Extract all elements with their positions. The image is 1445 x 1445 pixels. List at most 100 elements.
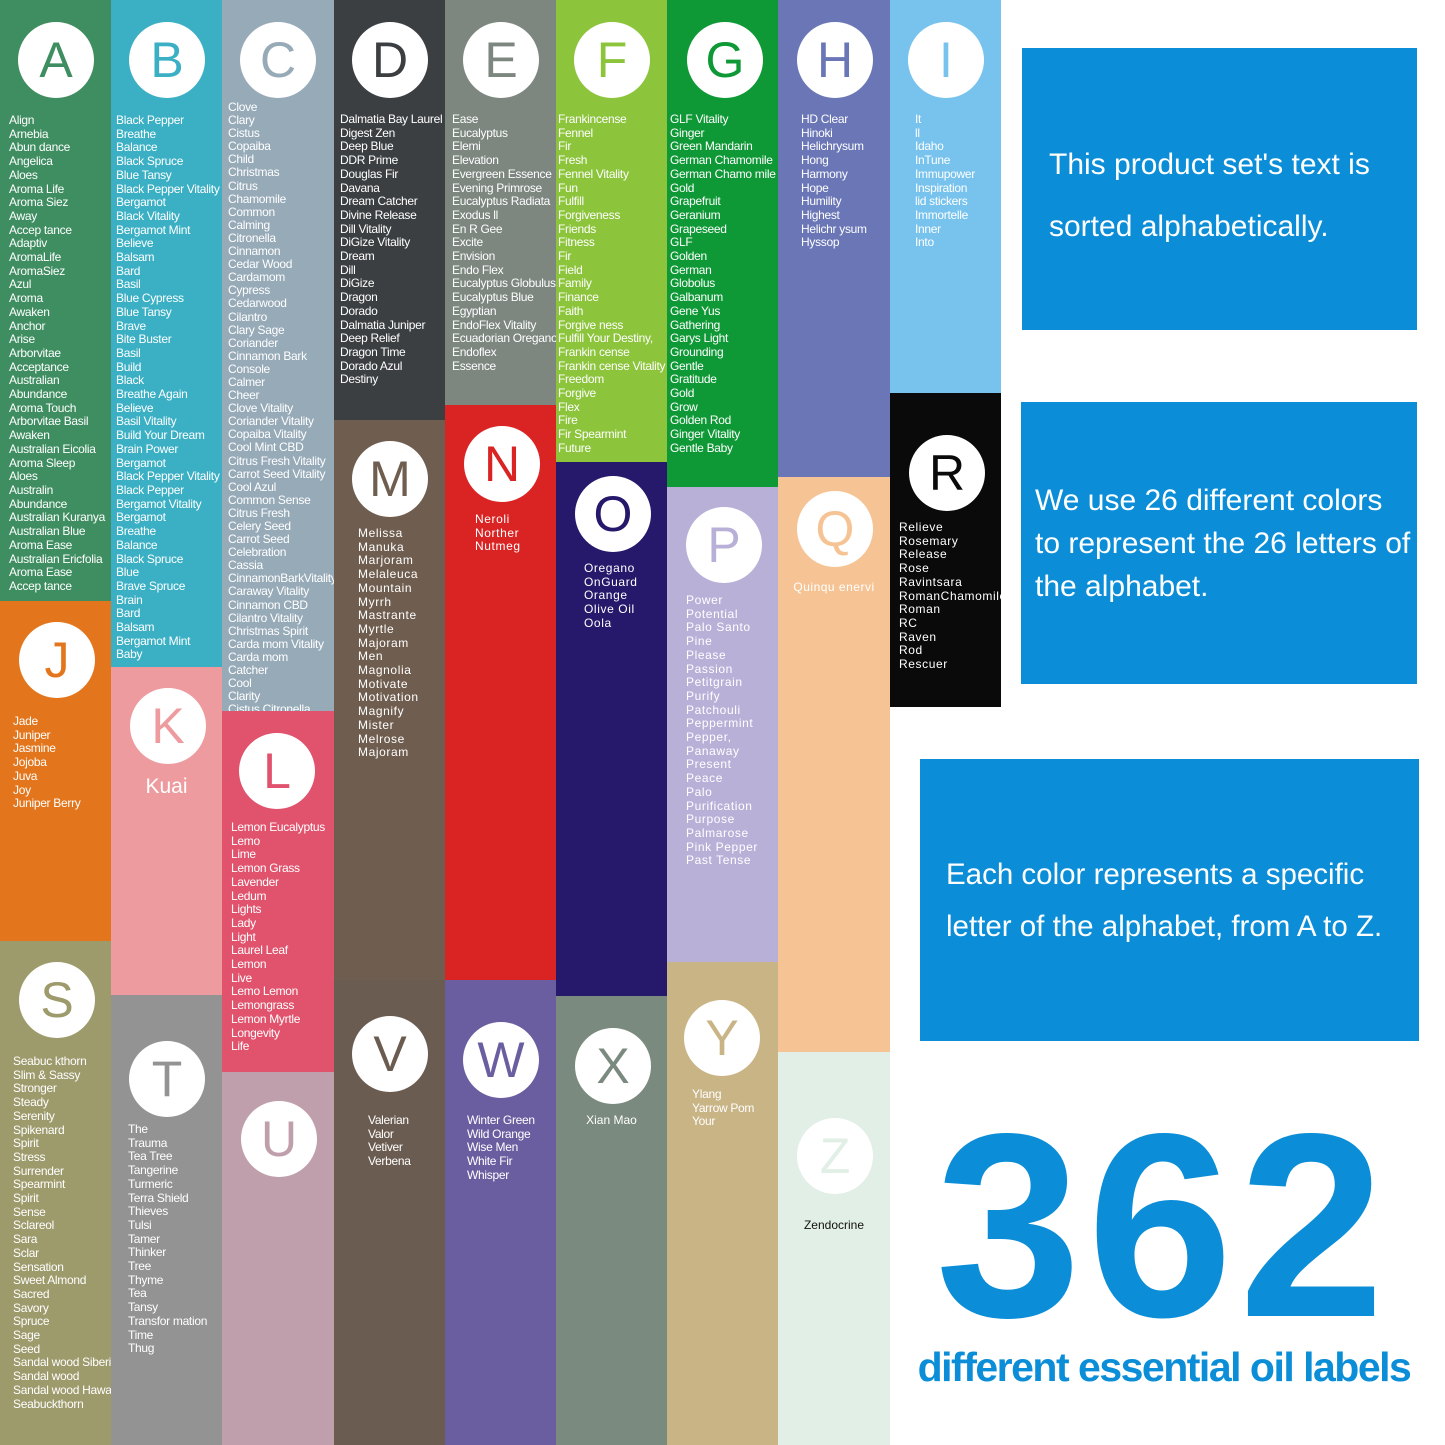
oil-label: Ease [452,112,479,126]
oil-label: Cinnamon Bark [228,348,307,363]
oil-label: Tree [128,1259,152,1274]
letter-z-badge: Z [797,1118,873,1194]
oil-label: Hong [801,153,829,168]
oil-label: Arnebia [9,126,49,141]
column-f: F Frankincense Fennel Fir Fresh Fennel Vital… [556,0,667,462]
letter-i-list: It ll Idaho InTune Immupower Inspiration lid s… [915,112,975,250]
oil-label: Douglas Fir [340,166,399,181]
oil-label: GLF Vitality [670,112,729,126]
oil-label: Deep Relief [340,331,400,346]
oil-label: Frankin cense [558,344,630,359]
oil-label: Winter Green [467,1113,535,1127]
oil-label: Olive Oil [584,602,635,617]
oil-label: Bite Buster [116,332,172,347]
letter-c-badge: C [240,22,316,98]
oil-label: Valerian [368,1113,409,1127]
oil-label: Thinker [128,1245,166,1260]
oil-label: Dill Vitality [340,221,392,236]
column-h: H HD Clear Hinoki Helichrysum Hong Harmony Ho… [778,0,890,477]
oil-label: Bard [116,263,141,278]
oil-label: Hyssop [801,235,840,250]
oil-label: Laurel Leaf [231,943,288,958]
oil-label: Copaiba [228,139,271,154]
letter-v-badge: V [352,1016,428,1092]
oil-label: German [670,262,712,277]
column-l: L Lemon Eucalyptus Lemo Lime Lemon Grass Lav… [222,711,334,1072]
column-m: M Melissa Manuka Marjoram Melaleuca Mountain… [334,420,445,980]
oil-label: Passion [686,661,733,676]
oil-label: Citrus Fresh Vitality [228,453,326,468]
oil-label: Ylang [692,1087,722,1101]
oil-label: Aroma Life [9,181,65,196]
oil-label: Evening Primrose [452,180,542,195]
oil-label: Calming [228,217,270,232]
oil-label: Melissa [358,526,403,540]
oil-label: RomanChamomile [899,588,1001,603]
oil-label: Seed [13,1341,40,1356]
oil-label: Golden [670,249,707,264]
oil-label: Blue Cypress [116,291,184,306]
oil-label: Ravintsara [899,574,963,589]
column-q: Q Quinqu enervi [778,477,890,1052]
oil-label: Tangerine [128,1163,179,1178]
oil-label: Cypress [228,283,270,298]
oil-label: Power [686,593,724,607]
oil-label: Juniper [13,727,51,742]
oil-label: Roman [899,602,941,617]
oil-label: Freedom [558,372,604,387]
oil-label: Immortelle [915,207,969,222]
oil-label: Juva [13,768,38,783]
oil-label: Ecuadorian Oregano [452,331,556,346]
letter-l-list: Lemon Eucalyptus Lemo Lime Lemon Grass Laven… [231,820,325,1054]
letter-b-badge: B [129,22,205,98]
oil-label: Aroma Ease [9,565,73,580]
oil-label: Elevation [452,153,499,168]
oil-label: Steady [13,1095,49,1110]
oil-label: Light [231,929,256,944]
oil-label: Purify [686,688,721,703]
column-v: V Valerian Valor Vetiver Verbena [334,980,445,1445]
oil-label: Potential [686,606,739,621]
info-box-letters-text: Each color represents a specific letter … [946,858,1383,943]
oil-label: Fir [558,139,572,154]
oil-label: HD Clear [801,112,848,126]
letter-t-badge: T [129,1041,205,1117]
oil-label: Panaway [686,743,740,758]
oil-label: Balsam [116,620,155,635]
oil-label: Fennel Vitality [558,166,629,181]
oil-label: Gold [670,180,695,195]
oil-label: Coriander Vitality [228,414,314,429]
column-o: O Oregano OnGuard Orange Olive Oil Oola [556,462,667,996]
oil-label: Field [558,262,583,277]
oil-label: Helichr ysum [801,221,867,236]
oil-label: Galbanum [670,290,723,305]
oil-label: Petitgrain [686,675,743,690]
oil-label: Away [9,208,37,223]
oil-label: Transfor mation [128,1313,208,1328]
oil-label: Aroma [9,291,43,306]
oil-label: Lemon [231,957,267,972]
oil-label: Hope [801,180,829,195]
letter-o-badge: O [575,476,651,552]
oil-label: Sclar [13,1245,39,1260]
letter-a-list: Align Arnebia Abun dance Angelica Aloes Aroma… [9,113,105,594]
letter-j-badge: J [19,622,95,698]
oil-label: Lavender [231,874,279,889]
letter-k-badge: K [130,688,206,764]
oil-label: Faith [558,303,584,318]
column-c: C Clove Clary Cistus Copaiba Child Christmas C… [222,0,334,711]
oil-label: Garys Light [670,331,729,346]
oil-label: Cedarwood [228,296,287,311]
column-p: P Power Potential Palo Santo Pine Please Pass… [667,487,778,962]
oil-label: Men [358,649,384,664]
oil-label: German Chamo mile [670,166,776,181]
letter-n-list: Neroli Norther Nutmeg [475,512,521,554]
oil-label: Vetiver [368,1140,403,1155]
oil-label: Fire [558,413,578,428]
oil-label: Christmas [228,165,280,180]
oil-label: Basil Vitality [116,414,177,429]
oil-label: Jade [13,714,38,728]
oil-label: Aloes [9,167,38,182]
oil-label: Orange [584,588,628,603]
oil-label: It [915,112,922,126]
